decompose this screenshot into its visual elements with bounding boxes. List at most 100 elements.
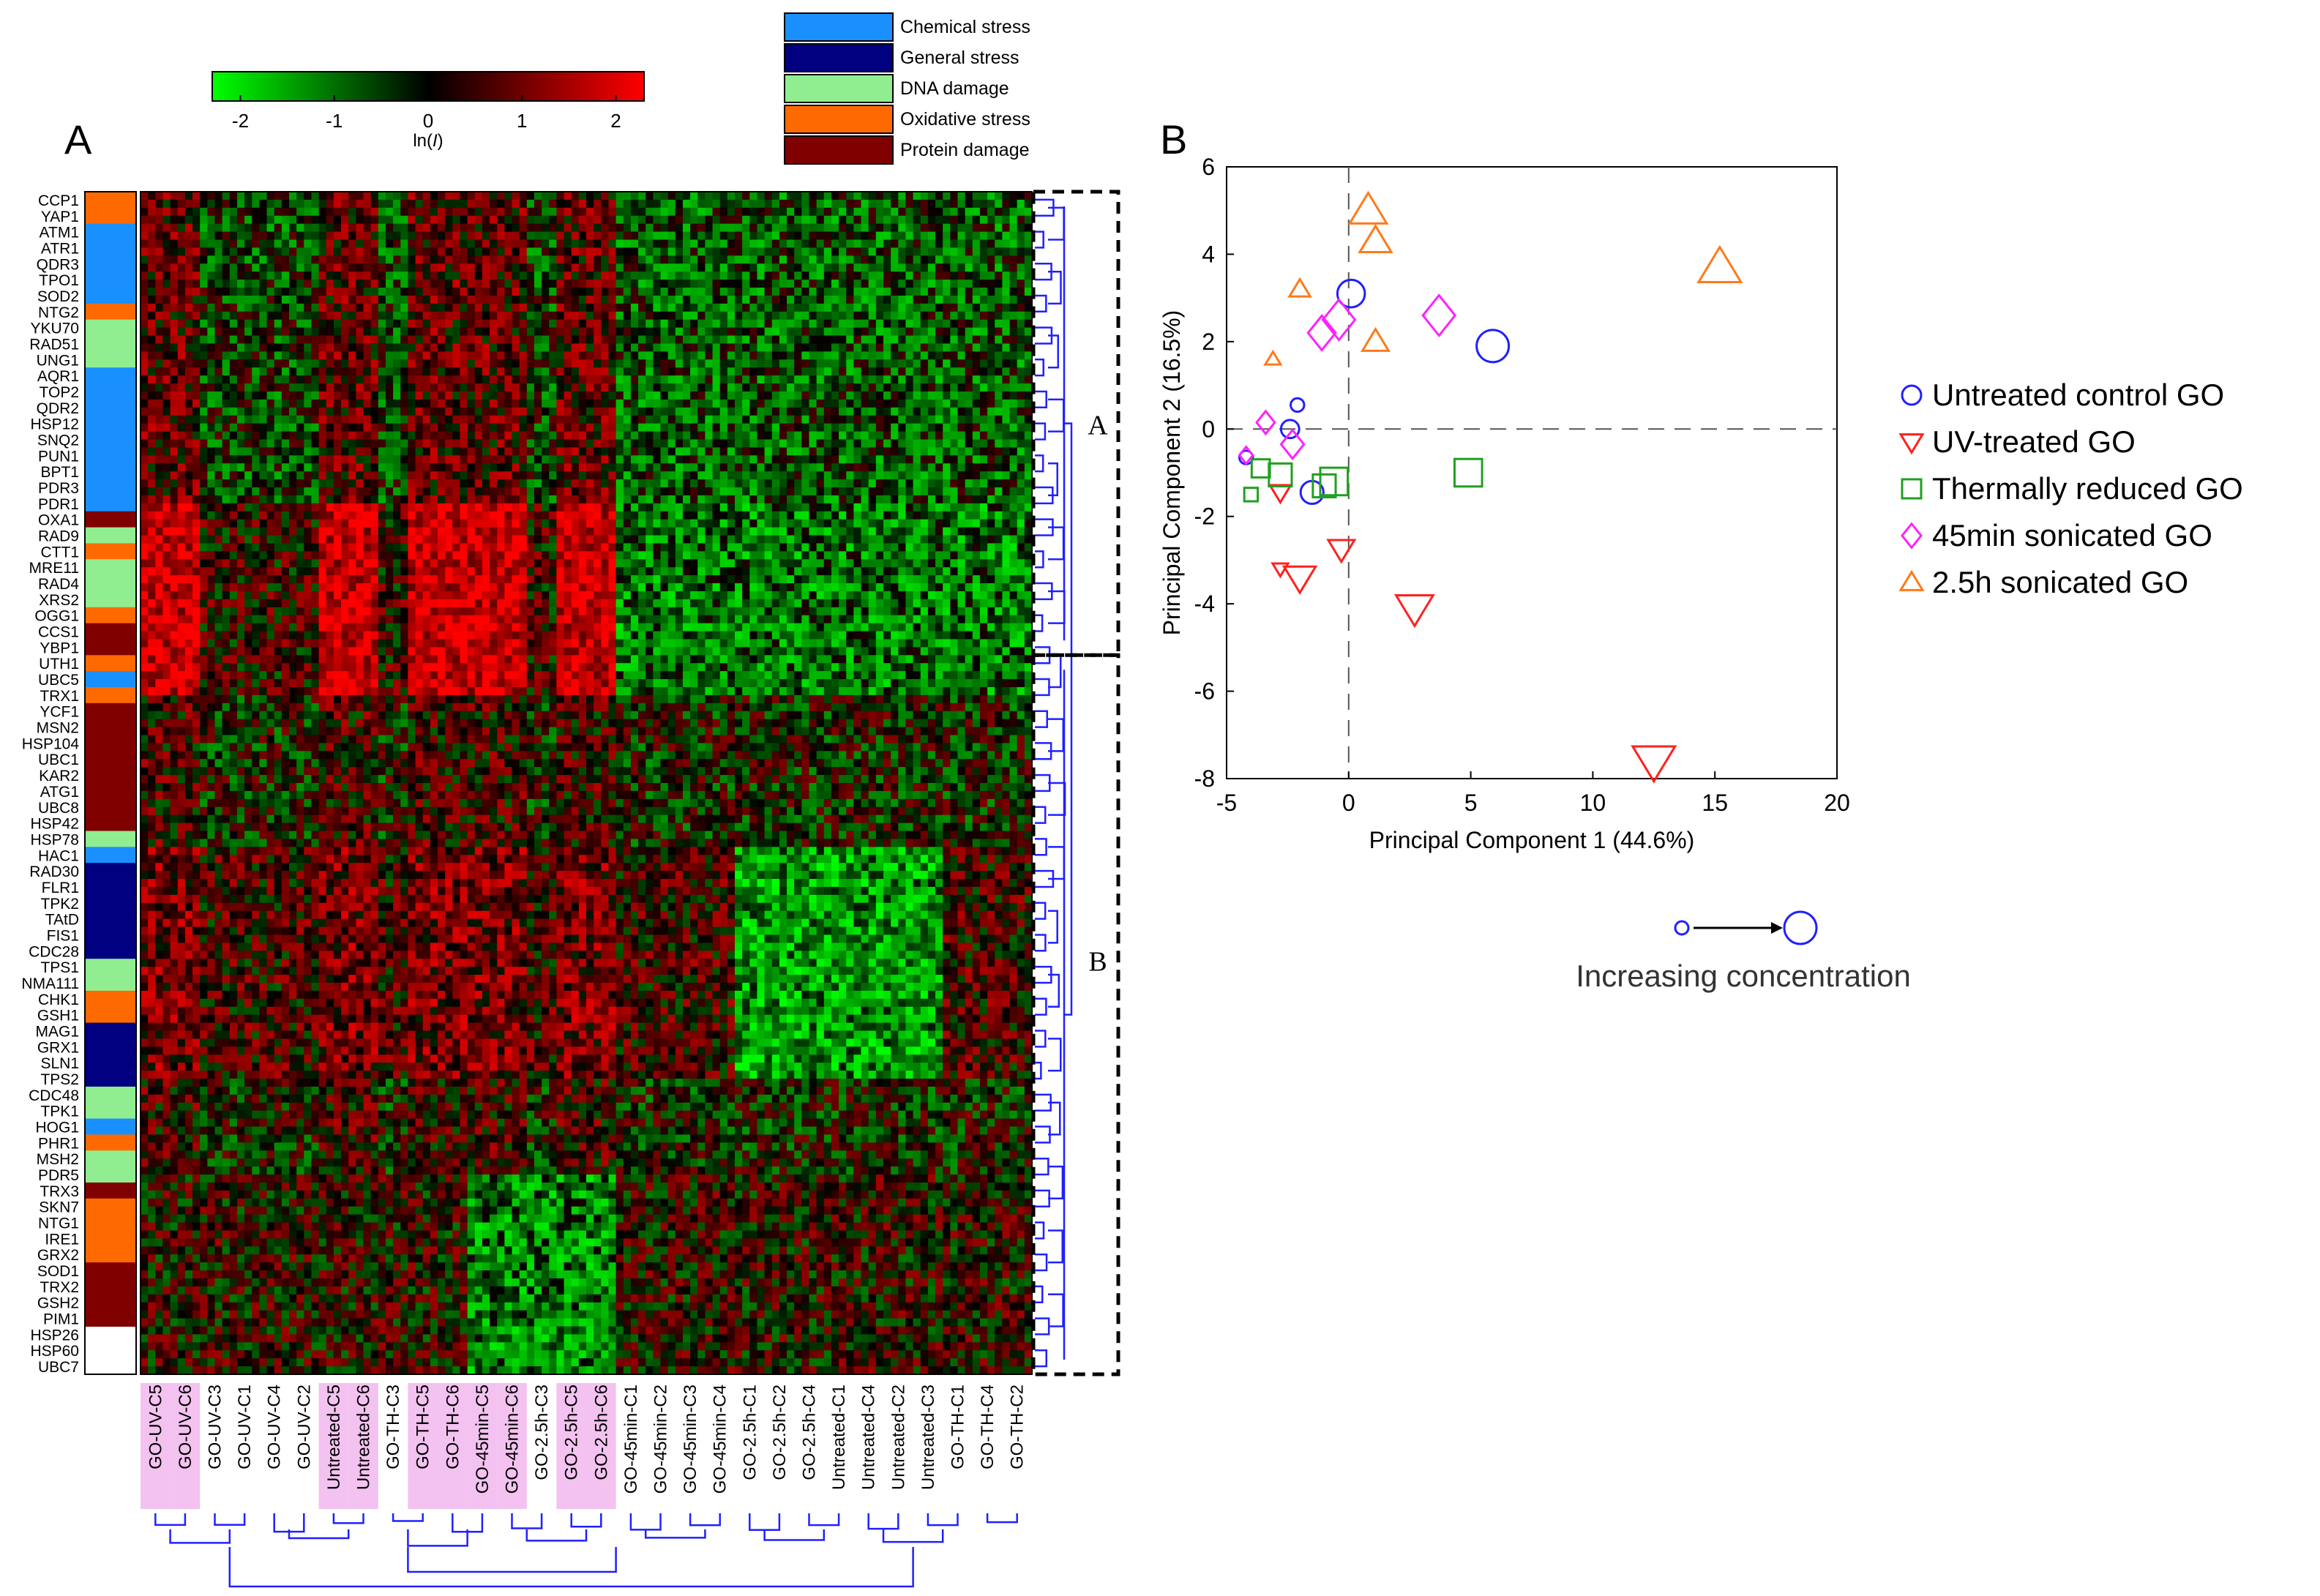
heatmap-cell: [623, 199, 632, 209]
heatmap-cell: [957, 367, 966, 376]
heatmap-cell: [370, 367, 379, 376]
heatmap-cell: [1002, 471, 1011, 480]
heatmap-cell: [415, 391, 424, 400]
heatmap-cell: [764, 280, 773, 288]
heatmap-cell: [363, 471, 372, 480]
heatmap-cell: [259, 455, 268, 464]
heatmap-cell: [534, 192, 542, 201]
heatmap-cell: [400, 288, 408, 296]
heatmap-cell: [333, 343, 342, 352]
heatmap-cell: [326, 471, 334, 480]
heatmap-cell: [719, 247, 728, 256]
heatmap-cell: [667, 359, 676, 368]
heatmap-cell: [995, 207, 1003, 217]
heatmap-cell: [252, 247, 260, 256]
heatmap-cell: [266, 207, 275, 217]
heatmap-cell: [266, 327, 275, 337]
heatmap-cell: [207, 319, 216, 329]
heatmap-cell: [1024, 439, 1033, 449]
heatmap-cell: [184, 343, 193, 352]
heatmap-cell: [504, 487, 513, 496]
heatmap-cell: [378, 199, 386, 209]
heatmap-cell: [244, 327, 252, 337]
heatmap-cell: [586, 311, 594, 321]
heatmap-cell: [979, 471, 988, 480]
heatmap-cell: [177, 288, 186, 296]
heatmap-cell: [177, 431, 186, 441]
heatmap-cell: [438, 399, 446, 408]
heatmap-cell: [749, 311, 758, 321]
heatmap-cell: [787, 439, 795, 449]
heatmap-cell: [281, 439, 290, 449]
heatmap-cell: [363, 399, 372, 408]
heatmap-cell: [170, 231, 179, 241]
heatmap-cell: [526, 263, 535, 272]
heatmap-cell: [564, 319, 572, 329]
heatmap-cell: [950, 263, 959, 272]
heatmap-cell: [787, 231, 795, 241]
heatmap-cell: [742, 447, 750, 456]
heatmap-cell: [326, 223, 334, 233]
heatmap-cell: [601, 375, 610, 384]
heatmap-cell: [415, 351, 424, 360]
heatmap-cell: [155, 367, 164, 376]
heatmap-cell: [497, 447, 505, 456]
heatmap-cell: [586, 192, 594, 201]
heatmap-cell: [326, 327, 334, 337]
heatmap-cell: [430, 343, 438, 352]
heatmap-cell: [385, 431, 394, 441]
heatmap-cell: [594, 495, 602, 504]
heatmap-cell: [735, 455, 743, 464]
category-segment: [85, 671, 136, 688]
heatmap-cell: [467, 399, 476, 408]
heatmap-cell: [801, 359, 810, 368]
heatmap-cell: [259, 487, 268, 496]
heatmap-cell: [787, 199, 795, 209]
heatmap-cell: [646, 423, 654, 432]
heatmap-cell: [646, 431, 654, 441]
heatmap-cell: [318, 303, 327, 312]
heatmap-cell: [192, 239, 201, 249]
heatmap-cell: [326, 391, 334, 400]
gene-label: CDC28: [29, 943, 79, 960]
heatmap-cell: [757, 447, 766, 456]
heatmap-cell: [200, 415, 208, 424]
heatmap-cell: [236, 271, 245, 280]
heatmap-cell: [586, 431, 594, 441]
heatmap-cell: [995, 280, 1003, 288]
heatmap-cell: [422, 471, 431, 480]
heatmap-cell: [787, 207, 795, 217]
heatmap-cell: [445, 343, 453, 352]
heatmap-cell: [927, 319, 936, 329]
heatmap-cell: [549, 399, 557, 408]
heatmap-cell: [660, 231, 669, 241]
heatmap-cell: [950, 471, 959, 480]
heatmap-cell: [927, 247, 936, 256]
heatmap-cell: [207, 463, 216, 472]
heatmap-cell: [653, 359, 662, 368]
heatmap-cell: [400, 303, 408, 312]
heatmap-cell: [920, 231, 929, 241]
heatmap-cell: [682, 319, 691, 329]
heatmap-cell: [370, 215, 379, 225]
heatmap-cell: [660, 415, 669, 424]
heatmap-cell: [682, 295, 691, 304]
heatmap-cell: [615, 471, 624, 480]
heatmap-cell: [1024, 431, 1033, 441]
heatmap-cell: [564, 495, 572, 504]
heatmap-cell: [467, 231, 476, 241]
heatmap-cell: [311, 439, 320, 449]
heatmap-cell: [608, 263, 617, 272]
heatmap-cell: [214, 479, 223, 488]
heatmap-cell: [809, 463, 817, 472]
category-bar: [84, 191, 137, 1375]
heatmap-cell: [512, 407, 520, 416]
heatmap-cell: [979, 223, 988, 233]
heatmap-cell: [853, 463, 862, 472]
heatmap-cell: [229, 375, 238, 384]
heatmap-cell: [497, 192, 505, 201]
heatmap-cell: [370, 479, 379, 488]
heatmap-cell: [333, 367, 342, 376]
heatmap-cell: [943, 415, 951, 424]
heatmap-cell: [920, 407, 929, 416]
